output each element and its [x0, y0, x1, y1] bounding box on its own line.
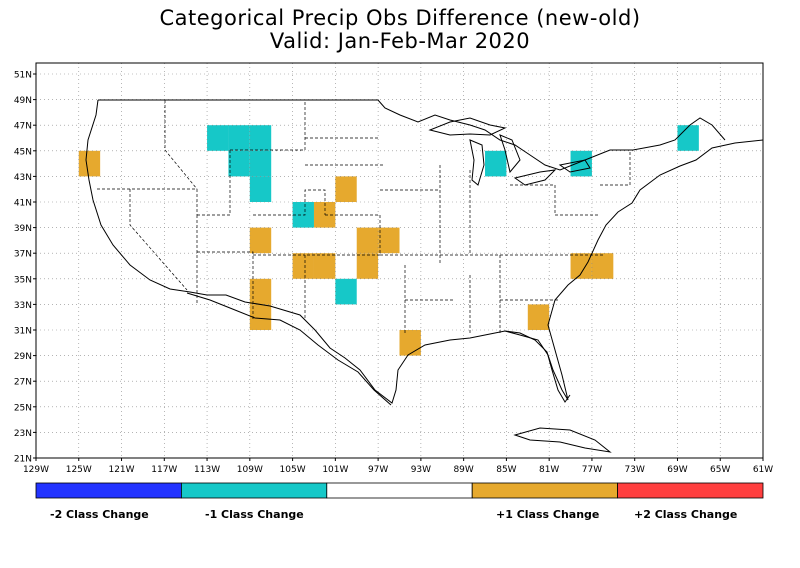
difference-cell — [207, 125, 229, 151]
legend-colorbar — [35, 482, 764, 499]
lon-tick-label: 117W — [151, 465, 177, 475]
lon-tick-label: 77W — [582, 465, 602, 475]
difference-cell — [335, 176, 357, 202]
difference-cell — [228, 125, 250, 151]
latitude-labels: 51N 49N 47N 45N 43N 41N 39N 37N 35N 33N 31N 29N 27N 2… — [14, 71, 36, 465]
difference-cell — [356, 253, 379, 279]
lat-tick-label: 27N — [14, 378, 32, 388]
lon-tick-label: 73W — [625, 465, 645, 475]
lat-tick-label: 37N — [14, 250, 32, 260]
lon-tick-label: 125W — [66, 465, 92, 475]
lat-tick-label: 43N — [14, 173, 32, 183]
lon-tick-label: 93W — [411, 465, 431, 475]
legend-swatch — [617, 482, 764, 499]
lat-tick-label: 25N — [14, 403, 32, 413]
lon-tick-label: 105W — [280, 465, 306, 475]
lon-tick-label: 121W — [108, 465, 134, 475]
difference-cell — [570, 253, 592, 279]
lat-tick-label: 49N — [14, 96, 32, 106]
difference-cell — [399, 330, 421, 356]
difference-cell — [591, 253, 614, 279]
difference-cell — [527, 304, 550, 330]
legend-label-plus1: +1 Class Change — [496, 508, 600, 521]
map-title: Categorical Precip Obs Difference (new-o… — [159, 6, 641, 30]
lon-tick-label: 69W — [667, 465, 687, 475]
geography-outlines — [85, 99, 763, 453]
legend-label-plus2: +2 Class Change — [634, 508, 738, 521]
canada-border — [98, 99, 726, 171]
lon-tick-label: 81W — [539, 465, 559, 475]
state-borders — [97, 100, 631, 335]
lat-tick-label: 41N — [14, 199, 32, 209]
lon-tick-label: 89W — [453, 465, 473, 475]
difference-cell — [249, 227, 272, 254]
legend-label-minus1: -1 Class Change — [205, 508, 304, 521]
difference-cell — [228, 150, 250, 177]
lat-lon-grid — [36, 63, 763, 458]
difference-cell — [78, 150, 101, 177]
difference-cell — [335, 278, 357, 305]
lat-tick-label: 35N — [14, 275, 32, 285]
lat-tick-label: 31N — [14, 327, 32, 337]
lat-tick-label: 21N — [14, 455, 32, 465]
difference-cell — [249, 304, 272, 330]
legend-swatch — [471, 482, 619, 499]
lat-tick-label: 33N — [14, 301, 32, 311]
longitude-labels: 129W 125W 121W 117W 113W 109W 105W 101W 97W 93W 89… — [23, 458, 773, 475]
difference-cell — [570, 150, 592, 177]
difference-cell — [677, 125, 699, 151]
difference-cell — [249, 278, 272, 305]
lat-tick-label: 39N — [14, 224, 32, 234]
lat-tick-label: 51N — [14, 71, 32, 81]
lon-tick-label: 97W — [368, 465, 388, 475]
lon-tick-label: 101W — [322, 465, 348, 475]
difference-cell — [292, 253, 314, 279]
legend-label-minus2: -2 Class Change — [50, 508, 149, 521]
coastline — [85, 99, 763, 404]
legend-swatch — [35, 482, 182, 499]
difference-cells — [78, 125, 699, 356]
lat-tick-label: 45N — [14, 147, 32, 157]
lon-tick-label: 65W — [710, 465, 730, 475]
cuba-outline — [513, 427, 612, 453]
map-subtitle: Valid: Jan-Feb-Mar 2020 — [269, 29, 531, 53]
lat-tick-label: 29N — [14, 352, 32, 362]
legend-swatch — [180, 482, 328, 499]
difference-cell — [249, 125, 272, 151]
map-frame — [35, 62, 764, 459]
lat-tick-label: 47N — [14, 122, 32, 132]
lon-tick-label: 129W — [23, 465, 49, 475]
great-lakes — [428, 117, 591, 186]
lon-tick-label: 61W — [753, 465, 773, 475]
florida-coast — [504, 330, 571, 403]
difference-cell — [378, 227, 400, 254]
difference-cell — [485, 150, 507, 177]
difference-cell — [313, 253, 336, 279]
lat-tick-label: 23N — [14, 429, 32, 439]
lon-tick-label: 113W — [194, 465, 220, 475]
difference-cell — [249, 176, 272, 202]
difference-cell — [249, 150, 272, 177]
lon-tick-label: 109W — [237, 465, 263, 475]
difference-cell — [356, 227, 379, 254]
mexico-border — [186, 292, 392, 406]
lon-tick-label: 85W — [496, 465, 516, 475]
legend-swatch — [326, 482, 473, 499]
